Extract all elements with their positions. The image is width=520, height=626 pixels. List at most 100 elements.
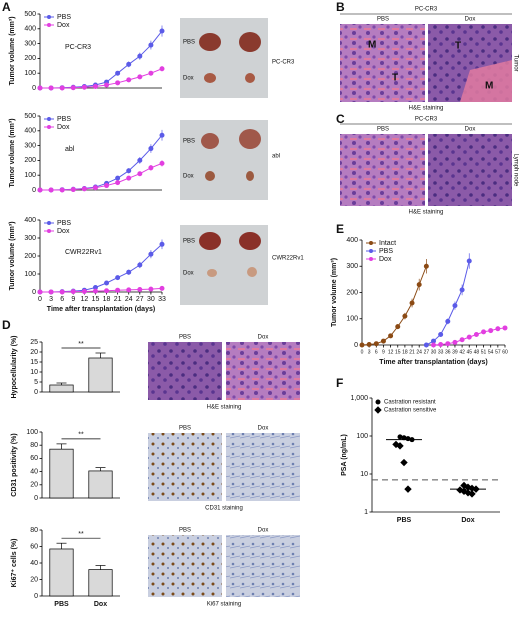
point-marker xyxy=(48,187,54,193)
y-tick-label: 60 xyxy=(30,543,38,550)
ihc-image xyxy=(226,535,300,597)
region-label: T xyxy=(455,41,461,52)
diamond-marker xyxy=(468,490,476,498)
photo-column: Dox xyxy=(465,127,476,133)
point-marker xyxy=(137,171,143,177)
point-marker xyxy=(409,300,415,306)
series-line xyxy=(40,68,163,89)
point-marker xyxy=(159,285,165,291)
panel-label: D xyxy=(2,318,11,332)
x-tick-label: 9 xyxy=(382,349,385,355)
point-marker xyxy=(397,434,403,440)
legend-label: Intact xyxy=(379,240,396,247)
point-marker xyxy=(70,85,76,91)
y-tick-label: 80 xyxy=(30,527,38,534)
legend-marker xyxy=(369,241,373,245)
y-tick-label: 100 xyxy=(24,172,36,179)
point-marker xyxy=(126,168,132,174)
point-marker xyxy=(473,332,479,337)
y-axis-label: Ki67⁺ cells (%) xyxy=(11,539,18,588)
point-marker xyxy=(402,313,408,319)
point-marker xyxy=(445,318,451,324)
photo-row-label: Dox xyxy=(183,271,194,277)
point-marker xyxy=(459,287,465,293)
legend-label: Dox xyxy=(57,228,70,235)
histology-image xyxy=(340,24,425,102)
y-tick-label: 100 xyxy=(346,316,358,323)
x-tick-label: 27 xyxy=(424,349,430,355)
point-marker xyxy=(409,437,415,443)
photo-row-label: Dox xyxy=(183,76,194,82)
caption: H&E staining xyxy=(409,210,444,216)
x-tick-label: 21 xyxy=(114,296,122,303)
y-tick-label: 10 xyxy=(30,369,38,376)
legend-label: Castration sensitive xyxy=(384,408,437,414)
point-marker xyxy=(488,328,494,334)
point-marker xyxy=(59,85,65,91)
x-tick-label: 15 xyxy=(395,349,401,355)
region-label: M xyxy=(485,81,493,92)
y-tick-label: 500 xyxy=(24,113,36,120)
point-marker xyxy=(70,289,76,295)
point-marker xyxy=(137,53,143,59)
photo-column: PBS xyxy=(179,528,191,534)
x-axis-label: Time after transplantation (days) xyxy=(379,359,487,366)
y-axis-label: CD31 positivity (%) xyxy=(11,433,18,496)
series-line xyxy=(40,30,163,89)
point-marker xyxy=(445,341,451,347)
caption: Ki67 staining xyxy=(207,602,241,608)
y-tick-label: 300 xyxy=(24,142,36,149)
y-tick-label: 100 xyxy=(26,429,38,436)
significance-label: ** xyxy=(78,531,84,538)
legend-marker xyxy=(374,406,382,414)
ihc-image xyxy=(226,433,300,501)
point-marker xyxy=(137,157,143,163)
point-marker xyxy=(148,146,154,152)
chart-annotation: PC-CR3 xyxy=(65,44,91,51)
point-marker xyxy=(81,84,87,90)
point-marker xyxy=(59,187,65,193)
bar xyxy=(88,357,113,393)
y-tick-label: 0 xyxy=(354,342,358,349)
panel-label: B xyxy=(336,0,345,14)
point-marker xyxy=(416,282,422,288)
legend-label: PBS xyxy=(57,116,71,123)
y-tick-label: 20 xyxy=(30,482,38,489)
x-tick-label: 45 xyxy=(466,349,472,355)
y-tick-label: 0 xyxy=(34,495,38,502)
x-tick-label: 6 xyxy=(375,349,378,355)
bar xyxy=(49,384,74,393)
y-tick-label: 100 xyxy=(24,70,36,77)
chart-annotation: abl xyxy=(65,146,75,153)
point-marker xyxy=(148,251,154,257)
x-tick-label: 42 xyxy=(459,349,465,355)
series-line xyxy=(361,266,427,346)
significance-label: ** xyxy=(78,341,84,348)
photo-row-label: PBS xyxy=(183,40,195,46)
side-label: Lymph node xyxy=(512,154,518,187)
photo-column: Dox xyxy=(258,335,269,341)
point-marker xyxy=(126,287,132,293)
point-marker xyxy=(81,288,87,294)
y-tick-label: 80 xyxy=(30,442,38,449)
legend-marker xyxy=(47,15,51,19)
point-marker xyxy=(59,289,65,295)
photo-label: PC-CR3 xyxy=(272,60,295,66)
y-tick-label: 100 xyxy=(356,433,368,440)
y-tick-label: 500 xyxy=(24,11,36,18)
point-marker xyxy=(405,436,411,442)
bar xyxy=(49,548,74,597)
y-axis-label: Hypocellularity (%) xyxy=(11,335,18,398)
point-marker xyxy=(81,186,87,192)
caption: H&E staining xyxy=(409,106,444,112)
point-marker xyxy=(395,324,401,330)
point-marker xyxy=(466,334,472,340)
ihc-image xyxy=(148,535,222,597)
photo-label: CWR22Rv1 xyxy=(272,256,304,262)
point-marker xyxy=(401,435,407,441)
point-marker xyxy=(137,286,143,292)
point-marker xyxy=(438,341,444,347)
y-tick-label: 400 xyxy=(24,128,36,135)
point-marker xyxy=(366,341,372,347)
x-tick-label: 6 xyxy=(60,296,64,303)
